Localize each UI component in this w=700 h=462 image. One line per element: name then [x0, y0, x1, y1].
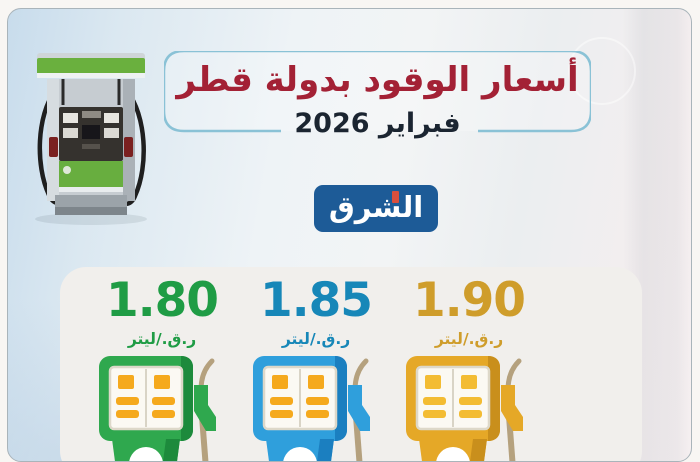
price-value: 1.90	[413, 273, 526, 328]
page-title: أسعار الوقود بدولة قطر	[176, 60, 579, 100]
infographic-card: أسعار الوقود بدولة قطر فبراير 2026 الشرق…	[7, 8, 692, 462]
date-label: فبراير 2026	[294, 108, 461, 139]
fuel-pump-icon	[253, 356, 370, 461]
logo-red-accent	[392, 191, 399, 203]
fuel-pump-icon	[406, 356, 523, 461]
title-box	[164, 51, 591, 133]
fuel-pump-icon	[99, 356, 216, 461]
price-column: 1.80 ر.ق./ليتر	[98, 271, 226, 461]
alsharq-logo: الشرق	[314, 185, 438, 232]
price-unit: ر.ق./ليتر	[281, 330, 351, 348]
price-value: 1.80	[106, 273, 219, 328]
price-column: 1.85 ر.ق./ليتر	[252, 271, 380, 461]
background-circle-decoration	[568, 37, 636, 105]
price-value: 1.85	[260, 273, 373, 328]
price-unit: ر.ق./ليتر	[127, 330, 197, 348]
logo-text: الشرق	[328, 190, 424, 224]
price-column: 1.90 ر.ق./ليتر	[405, 271, 533, 461]
price-unit: ر.ق./ليتر	[434, 330, 504, 348]
fuel-dispenser-photo	[35, 53, 147, 225]
